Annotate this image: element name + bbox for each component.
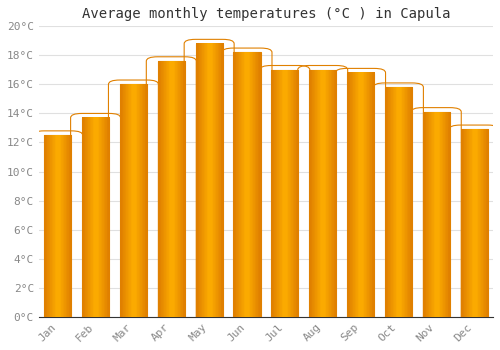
Bar [82, 118, 109, 317]
Bar [271, 70, 298, 317]
Bar [347, 73, 374, 317]
Bar [120, 84, 147, 317]
Title: Average monthly temperatures (°C ) in Capula: Average monthly temperatures (°C ) in Ca… [82, 7, 450, 21]
Bar [309, 70, 336, 317]
Bar [422, 112, 450, 317]
Bar [460, 130, 488, 317]
Bar [158, 61, 185, 317]
Bar [196, 44, 223, 317]
Bar [234, 52, 260, 317]
Bar [44, 135, 72, 317]
Bar [385, 87, 412, 317]
